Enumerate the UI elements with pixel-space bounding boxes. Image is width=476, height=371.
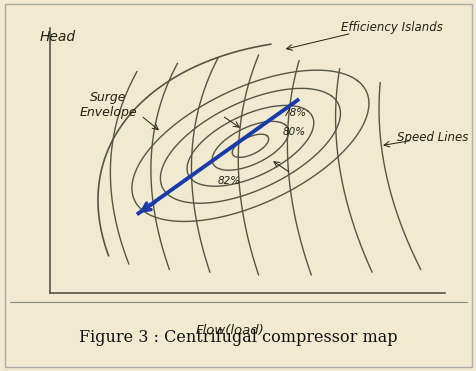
Text: Efficiency Islands: Efficiency Islands bbox=[341, 21, 442, 34]
Text: Flow(load): Flow(load) bbox=[195, 324, 264, 337]
Text: Figure 3 : Centrifugal compressor map: Figure 3 : Centrifugal compressor map bbox=[79, 329, 397, 346]
Text: Surge
Envelope: Surge Envelope bbox=[79, 91, 137, 119]
Text: 80%: 80% bbox=[282, 127, 305, 137]
Text: Speed Lines: Speed Lines bbox=[397, 131, 467, 144]
Text: 82%: 82% bbox=[218, 177, 240, 187]
Text: Head: Head bbox=[40, 30, 76, 45]
Text: 78%: 78% bbox=[282, 108, 305, 118]
